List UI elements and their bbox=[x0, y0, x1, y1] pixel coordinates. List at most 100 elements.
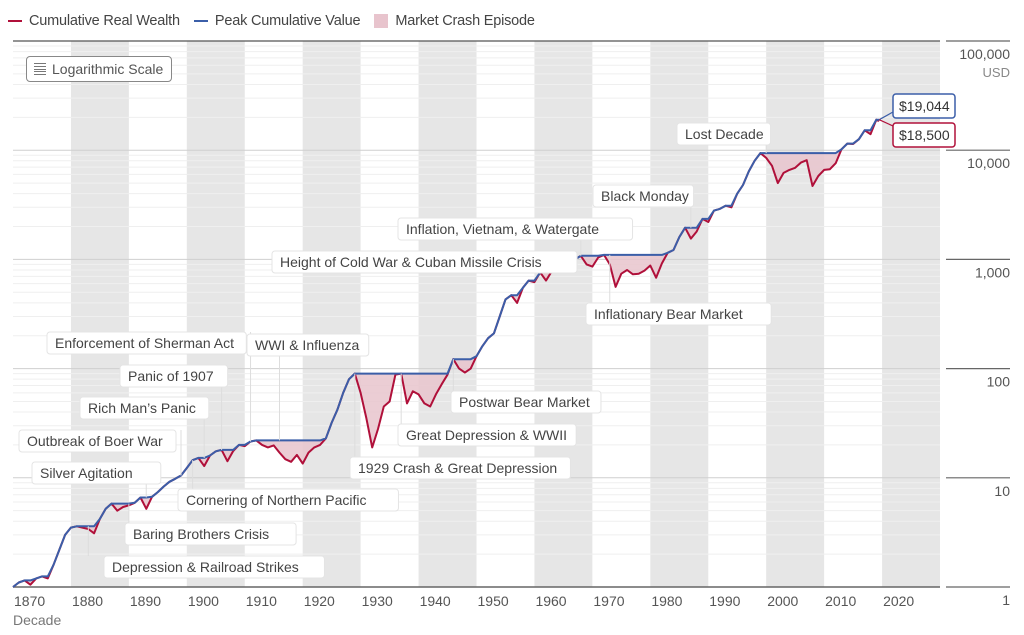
annotation-label: Lost Decade bbox=[676, 122, 772, 154]
annotation-label: Baring Brothers Crisis bbox=[124, 503, 297, 546]
annotation-box bbox=[246, 333, 370, 357]
annotation-box bbox=[592, 184, 695, 208]
annotation-box bbox=[31, 461, 162, 485]
annotation-box bbox=[676, 122, 772, 146]
annotation-text: Inflation, Vietnam, & Watergate bbox=[406, 221, 599, 237]
x-tick-label: 1880 bbox=[72, 593, 103, 609]
end-value-text: $19,044 bbox=[899, 98, 950, 114]
annotation-label: Silver Agitation bbox=[31, 461, 162, 498]
annotation-label: Rich Man’s Panic bbox=[79, 396, 210, 458]
x-tick-label: 1970 bbox=[593, 593, 624, 609]
annotation-text: Outbreak of Boer War bbox=[27, 433, 163, 449]
annotation-text: Cornering of Northern Pacific bbox=[186, 492, 367, 508]
annotation-box bbox=[271, 250, 578, 274]
annotation-text: Inflationary Bear Market bbox=[594, 306, 743, 322]
x-tick-label: 2010 bbox=[825, 593, 856, 609]
chart-legend: Cumulative Real Wealth Peak Cumulative V… bbox=[8, 10, 535, 32]
x-tick-label: 1980 bbox=[651, 593, 682, 609]
decade-band-1940 bbox=[418, 41, 477, 587]
annotation-box bbox=[450, 390, 602, 414]
end-value-label-wealth: $18,500 bbox=[878, 119, 956, 148]
annotation-label: Postwar Bear Market bbox=[450, 359, 602, 414]
annotation-box bbox=[46, 331, 247, 355]
legend-item-market-crash-episode[interactable]: Market Crash Episode bbox=[374, 13, 535, 29]
legend-label: Market Crash Episode bbox=[395, 13, 535, 29]
annotation-box bbox=[119, 364, 229, 388]
annotation-text: Postwar Bear Market bbox=[459, 394, 590, 410]
decade-band-2000 bbox=[766, 41, 825, 587]
peak-cumulative-value-line bbox=[12, 118, 880, 588]
lines-icon bbox=[34, 63, 46, 75]
y-tick-label: 10,000 bbox=[967, 155, 1010, 171]
annotation-label: Height of Cold War & Cuban Missile Crisi… bbox=[271, 250, 578, 274]
annotation-label: Inflation, Vietnam, & Watergate bbox=[397, 217, 634, 256]
annotation-text: Panic of 1907 bbox=[128, 368, 214, 384]
end-value-connector bbox=[878, 111, 894, 121]
x-tick-label: 1950 bbox=[478, 593, 509, 609]
x-tick-label: 2020 bbox=[883, 593, 914, 609]
x-tick-label: 1910 bbox=[246, 593, 277, 609]
legend-item-cumulative-real-wealth[interactable]: Cumulative Real Wealth bbox=[8, 13, 180, 29]
legend-swatch-pink-box bbox=[374, 14, 389, 28]
end-value-text: $18,500 bbox=[899, 127, 950, 143]
x-tick-label: 1890 bbox=[130, 593, 161, 609]
annotation-text: Great Depression & WWII bbox=[406, 427, 567, 443]
y-tick-label: 10 bbox=[994, 483, 1010, 499]
x-tick-label: 1930 bbox=[362, 593, 393, 609]
annotation-label: Cornering of Northern Pacific bbox=[177, 460, 399, 512]
annotation-text: Lost Decade bbox=[685, 126, 764, 142]
annotation-label: Inflationary Bear Market bbox=[585, 254, 772, 326]
annotation-box bbox=[585, 302, 772, 326]
annotation-text: WWI & Influenza bbox=[255, 337, 359, 353]
y-tick-label: 1 bbox=[1002, 592, 1010, 608]
annotation-box bbox=[79, 396, 210, 420]
annotation-text: Enforcement of Sherman Act bbox=[55, 335, 234, 351]
annotation-box bbox=[397, 423, 577, 447]
market-crash-area bbox=[13, 119, 880, 587]
end-value-connector bbox=[878, 119, 894, 127]
x-tick-label: 1960 bbox=[535, 593, 566, 609]
annotation-text: Black Monday bbox=[601, 188, 689, 204]
x-tick-label: 1900 bbox=[188, 593, 219, 609]
x-axis-title: Decade bbox=[13, 612, 62, 628]
legend-item-peak-cumulative-value[interactable]: Peak Cumulative Value bbox=[193, 13, 361, 29]
annotation-text: Height of Cold War & Cuban Missile Crisi… bbox=[280, 254, 542, 270]
annotation-label: Outbreak of Boer War bbox=[18, 429, 182, 476]
annotation-box bbox=[18, 429, 177, 453]
annotation-label: WWI & Influenza bbox=[246, 333, 370, 441]
y-unit-label: USD bbox=[983, 65, 1010, 80]
decade-band-1960 bbox=[534, 41, 593, 587]
logarithmic-scale-toggle[interactable]: Logarithmic Scale bbox=[26, 56, 173, 82]
annotation-text: Silver Agitation bbox=[40, 465, 133, 481]
x-tick-label: 1990 bbox=[709, 593, 740, 609]
annotation-label: Panic of 1907 bbox=[119, 364, 229, 450]
annotation-label: Black Monday bbox=[592, 184, 695, 228]
x-tick-label: 1920 bbox=[304, 593, 335, 609]
annotation-box bbox=[124, 522, 297, 546]
legend-label: Peak Cumulative Value bbox=[214, 13, 361, 29]
annotation-label: Depression & Railroad Strikes bbox=[87, 526, 325, 579]
end-value-label-peak: $19,044 bbox=[878, 93, 956, 121]
logarithmic-scale-label: Logarithmic Scale bbox=[52, 61, 164, 77]
annotation-label: Great Depression & WWII bbox=[397, 373, 577, 447]
annotation-box bbox=[349, 456, 571, 480]
annotation-box bbox=[103, 555, 325, 579]
annotation-text: Baring Brothers Crisis bbox=[133, 526, 269, 542]
annotation-text: 1929 Crash & Great Depression bbox=[358, 460, 557, 476]
annotation-label: 1929 Crash & Great Depression bbox=[349, 373, 571, 480]
annotation-text: Rich Man’s Panic bbox=[88, 400, 196, 416]
annotation-text: Depression & Railroad Strikes bbox=[112, 559, 299, 575]
annotation-box bbox=[397, 217, 634, 241]
legend-swatch-red-line bbox=[8, 20, 22, 22]
annotation-box bbox=[177, 488, 399, 512]
y-tick-label: 100 bbox=[987, 374, 1011, 390]
end-value-box bbox=[892, 93, 956, 119]
annotation-label: Enforcement of Sherman Act bbox=[46, 331, 252, 442]
x-tick-label: 2000 bbox=[767, 593, 798, 609]
x-tick-label: 1940 bbox=[420, 593, 451, 609]
legend-label: Cumulative Real Wealth bbox=[29, 13, 180, 29]
y-tick-label: 100,000 bbox=[959, 46, 1010, 62]
legend-swatch-blue-line bbox=[193, 20, 208, 22]
decade-band-1880 bbox=[70, 41, 129, 587]
